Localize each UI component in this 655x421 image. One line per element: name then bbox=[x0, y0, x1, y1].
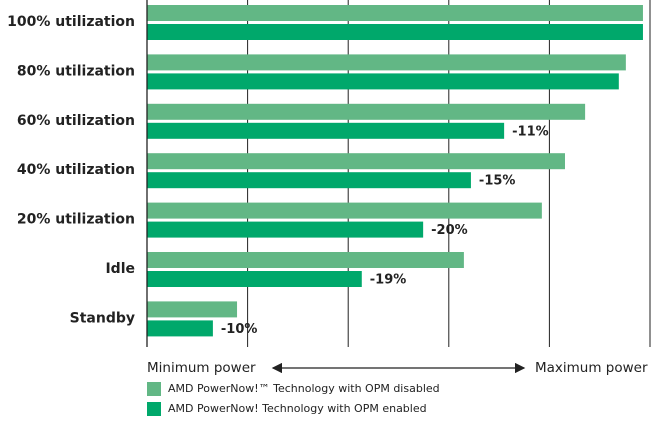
bar bbox=[147, 221, 424, 238]
x-label-min: Minimum power bbox=[147, 360, 256, 376]
bar bbox=[147, 54, 626, 71]
bar-annotation: -19% bbox=[370, 273, 407, 288]
bar bbox=[147, 320, 213, 337]
legend-swatch bbox=[147, 382, 161, 396]
bar-annotation: -11% bbox=[512, 124, 549, 139]
bar bbox=[147, 202, 542, 219]
bar-annotation: -10% bbox=[221, 322, 258, 337]
category-label: 60% utilization bbox=[17, 113, 135, 129]
bar bbox=[147, 252, 464, 268]
category-label: 40% utilization bbox=[17, 162, 135, 178]
bar bbox=[147, 271, 362, 287]
bar-annotation: -20% bbox=[431, 223, 468, 238]
category-label: 80% utilization bbox=[17, 63, 135, 79]
legend-label: AMD PowerNow!™ Technology with OPM disab… bbox=[168, 382, 440, 395]
bar bbox=[147, 122, 505, 139]
legend-swatch bbox=[147, 402, 161, 416]
bar bbox=[147, 103, 586, 120]
bar-annotation: -15% bbox=[479, 174, 516, 189]
bar bbox=[147, 172, 471, 189]
bar bbox=[147, 153, 565, 170]
bar bbox=[147, 73, 619, 90]
legend-label: AMD PowerNow! Technology with OPM enable… bbox=[168, 402, 427, 415]
category-label: 20% utilization bbox=[17, 212, 135, 228]
category-label: Idle bbox=[105, 261, 135, 277]
bar bbox=[147, 24, 643, 40]
category-label: 100% utilization bbox=[7, 14, 135, 30]
x-label-max: Maximum power bbox=[535, 360, 648, 376]
category-label: Standby bbox=[70, 310, 135, 326]
bar bbox=[147, 5, 643, 21]
bar bbox=[147, 301, 238, 318]
